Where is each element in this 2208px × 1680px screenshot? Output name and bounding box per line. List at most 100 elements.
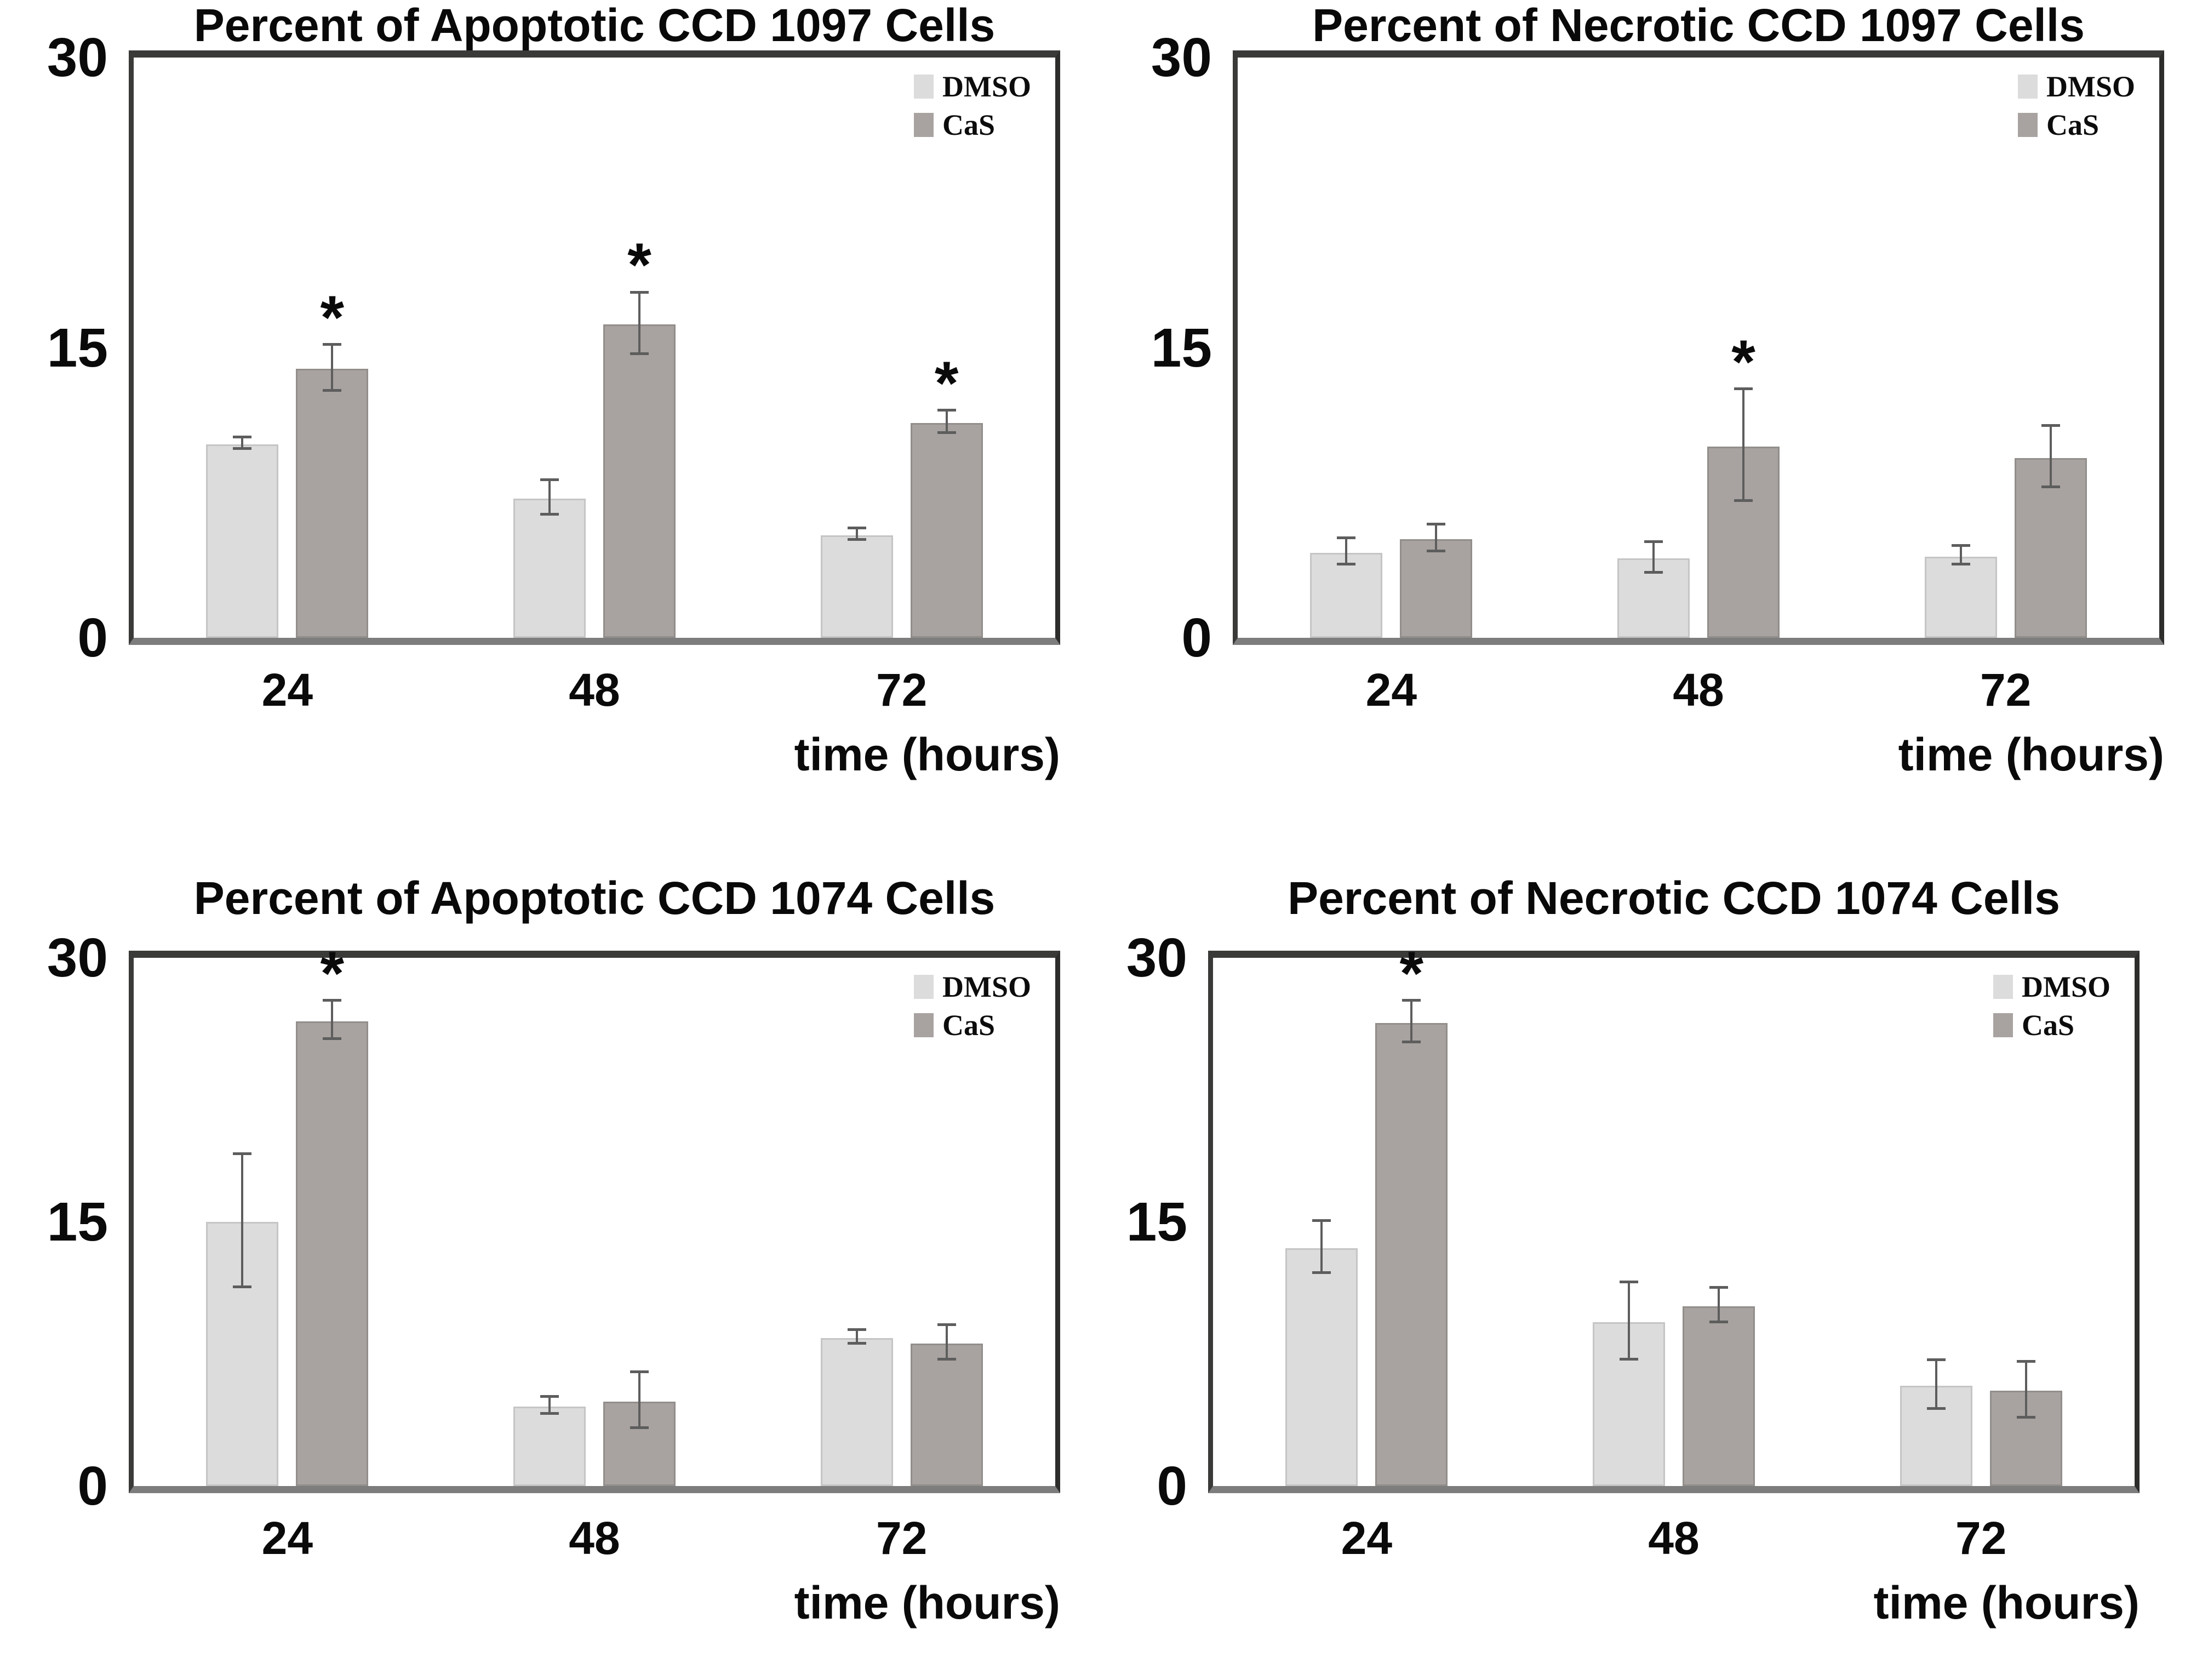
error-bar-stem	[1627, 1282, 1630, 1359]
bar-dmso-72h	[820, 1328, 893, 1486]
error-bar-cap-top	[2041, 424, 2060, 427]
error-bar-cap-top	[847, 1328, 866, 1332]
x-axis-ticks: 24 48 72	[129, 1515, 1060, 1575]
legend-item-dmso: DMSO	[914, 972, 1031, 1002]
legend: DMSO CaS	[1993, 972, 2110, 1040]
chart-title: Percent of Apoptotic CCD 1074 Cells	[193, 872, 996, 924]
error-bar-stem	[331, 1000, 334, 1039]
bar-group-72h	[1827, 958, 2135, 1486]
x-tick-label: 24	[1365, 664, 1417, 716]
error-bar-stem	[331, 344, 334, 391]
legend-swatch-cas-icon	[914, 1013, 934, 1037]
y-tick-label: 15	[47, 1191, 108, 1253]
x-axis-title: time (hours)	[794, 1577, 1060, 1628]
legend-label-dmso: DMSO	[942, 70, 1031, 103]
chart-panel-necrotic-ccd-1074: Percent of Necrotic CCD 1074 Cells DMSO …	[1104, 840, 2208, 1680]
x-axis-title: time (hours)	[1898, 729, 2164, 780]
x-tick-label: 72	[876, 1512, 928, 1564]
bar-group-72h	[1852, 58, 2159, 638]
legend-label-dmso: DMSO	[2046, 70, 2135, 103]
bar-group-24h: *	[134, 942, 441, 1486]
y-tick-label: 0	[77, 1455, 108, 1517]
x-axis-ticks: 24 48 72	[1233, 667, 2164, 727]
y-tick-label: 30	[1126, 927, 1187, 988]
error-bar-cap-top	[323, 999, 342, 1002]
error-bar-cap-top	[1734, 387, 1753, 391]
error-bar-stem	[1652, 541, 1655, 573]
x-axis-title: time (hours)	[794, 729, 1060, 780]
legend-swatch-cas-icon	[914, 113, 934, 137]
x-tick-label: 48	[1648, 1512, 1700, 1564]
error-bar-cap-top	[1312, 1219, 1331, 1222]
bar-cas-48h	[603, 1370, 676, 1486]
error-bar-stem	[241, 437, 244, 449]
error-bar-stem	[1320, 1220, 1323, 1273]
x-tick-label: 48	[1673, 664, 1724, 716]
error-bar-cap-bottom	[1951, 563, 1970, 566]
bar-dmso-24h	[206, 1152, 279, 1486]
chart-panel-necrotic-ccd-1097: Percent of Necrotic CCD 1097 Cells DMSO …	[1104, 0, 2208, 840]
error-bar-cap-top	[937, 409, 956, 412]
error-bar-cap-bottom	[540, 512, 559, 516]
error-bar-cap-bottom	[630, 352, 649, 355]
significance-asterisk: *	[934, 348, 959, 418]
error-bar-stem	[855, 1329, 858, 1344]
error-bar-cap-bottom	[847, 1341, 866, 1345]
x-axis-title: time (hours)	[1873, 1577, 2140, 1628]
error-bar-cap-top	[847, 527, 866, 530]
bar-cas-24h: *	[296, 287, 369, 638]
y-tick-label: 0	[1157, 1455, 1187, 1517]
error-bar-cap-bottom	[1709, 1321, 1728, 1324]
error-bar-cap-top	[630, 290, 649, 294]
error-bar-cap-top	[1951, 544, 1970, 547]
error-bar-cap-bottom	[1619, 1357, 1638, 1361]
error-bar-cap-top	[540, 1395, 559, 1398]
bar-dmso-48h	[1592, 1281, 1665, 1486]
error-bar-cap-top	[630, 1370, 649, 1374]
bar-group-72h: *	[748, 58, 1055, 638]
x-tick-label: 48	[569, 664, 620, 716]
error-bar-stem	[548, 1396, 551, 1414]
legend-label-cas: CaS	[2022, 1009, 2075, 1042]
legend-item-cas: CaS	[2018, 110, 2099, 140]
bar-cas-72h	[2014, 424, 2087, 638]
error-bar-stem	[855, 528, 858, 540]
error-bar-stem	[945, 1324, 948, 1359]
error-bar-stem	[2024, 1361, 2027, 1418]
error-bar-cap-top	[1709, 1286, 1728, 1289]
error-bar-cap-bottom	[937, 1357, 956, 1361]
error-bar-cap-bottom	[2016, 1415, 2035, 1419]
x-tick-label: 72	[876, 664, 928, 716]
legend-label-cas: CaS	[942, 1009, 996, 1042]
x-tick-label: 24	[1341, 1512, 1393, 1564]
x-tick-label: 72	[1955, 1512, 2007, 1564]
bar-dmso-72h	[1924, 544, 1997, 638]
error-bar-cap-bottom	[1427, 549, 1446, 552]
significance-asterisk: *	[320, 283, 345, 352]
legend-item-cas: CaS	[914, 1010, 995, 1040]
y-tick-label: 30	[1151, 27, 1212, 88]
legend-item-cas: CaS	[914, 110, 995, 140]
chart-panel-apoptotic-ccd-1097: Percent of Apoptotic CCD 1097 Cells DMSO…	[0, 0, 1104, 840]
bar-dmso-72h	[820, 527, 893, 638]
x-axis-ticks: 24 48 72	[1208, 1515, 2140, 1575]
error-bar-cap-bottom	[233, 1285, 252, 1289]
error-bar-stem	[241, 1153, 244, 1288]
bar-cas-24h: *	[296, 942, 369, 1486]
y-tick-label: 30	[47, 927, 108, 988]
bar-group-48h	[1520, 958, 1828, 1486]
error-bar-stem	[1717, 1287, 1720, 1323]
x-tick-label: 24	[261, 664, 313, 716]
legend-swatch-cas-icon	[1993, 1013, 2013, 1037]
bar-cas-72h	[1989, 1360, 2062, 1486]
bar-cas-48h	[1682, 1286, 1755, 1486]
legend-item-dmso: DMSO	[2018, 72, 2135, 101]
y-tick-label: 30	[47, 27, 108, 88]
bar-dmso-48h	[513, 1395, 586, 1486]
plot-area: DMSO CaS *	[129, 942, 1060, 1493]
error-bar-stem	[2049, 425, 2052, 488]
significance-asterisk: *	[627, 231, 651, 300]
legend-swatch-dmso-icon	[1993, 975, 2013, 999]
legend: DMSO CaS	[2018, 72, 2135, 140]
